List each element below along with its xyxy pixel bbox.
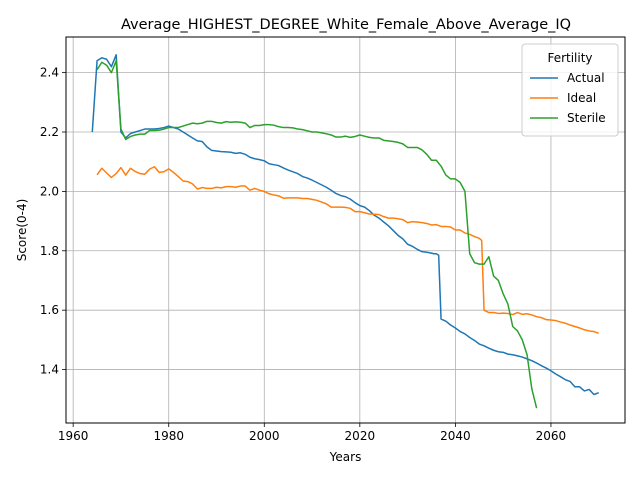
x-tick-label: 2040 xyxy=(440,429,471,443)
x-axis-label: Years xyxy=(329,450,362,464)
series-line-ideal xyxy=(96,166,599,335)
legend-label-sterile: Sterile xyxy=(567,111,606,125)
legend-label-actual: Actual xyxy=(567,71,605,85)
y-axis-label: Score(0-4) xyxy=(15,199,29,262)
y-tick-label: 2.4 xyxy=(40,66,59,80)
y-tick-label: 2.2 xyxy=(40,125,59,139)
legend: Fertility Actual Ideal Sterile xyxy=(521,43,619,137)
x-tick-label: 2060 xyxy=(536,429,567,443)
legend-box xyxy=(521,43,619,137)
axes-frame xyxy=(65,36,626,424)
y-axis: 1.4 1.6 1.8 2.0 2.2 2.4 xyxy=(40,66,66,377)
legend-label-ideal: Ideal xyxy=(567,91,596,105)
plot-area xyxy=(91,54,599,409)
chart-title: Average_HIGHEST_DEGREE_White_Female_Abov… xyxy=(121,17,571,33)
legend-items: Actual Ideal Sterile xyxy=(530,71,606,125)
x-tick-label: 1980 xyxy=(153,429,184,443)
series-line-sterile xyxy=(96,60,538,409)
y-tick-label: 1.4 xyxy=(40,363,59,377)
x-axis: 1960 1980 2000 2020 2040 2060 xyxy=(58,423,566,443)
x-tick-label: 2020 xyxy=(345,429,376,443)
series-line-actual xyxy=(91,54,599,396)
x-tick-label: 1960 xyxy=(58,429,89,443)
y-tick-label: 1.6 xyxy=(40,303,59,317)
x-tick-label: 2000 xyxy=(249,429,280,443)
legend-title: Fertility xyxy=(547,51,592,65)
y-tick-label: 1.8 xyxy=(40,244,59,258)
y-tick-label: 2.0 xyxy=(40,184,59,198)
